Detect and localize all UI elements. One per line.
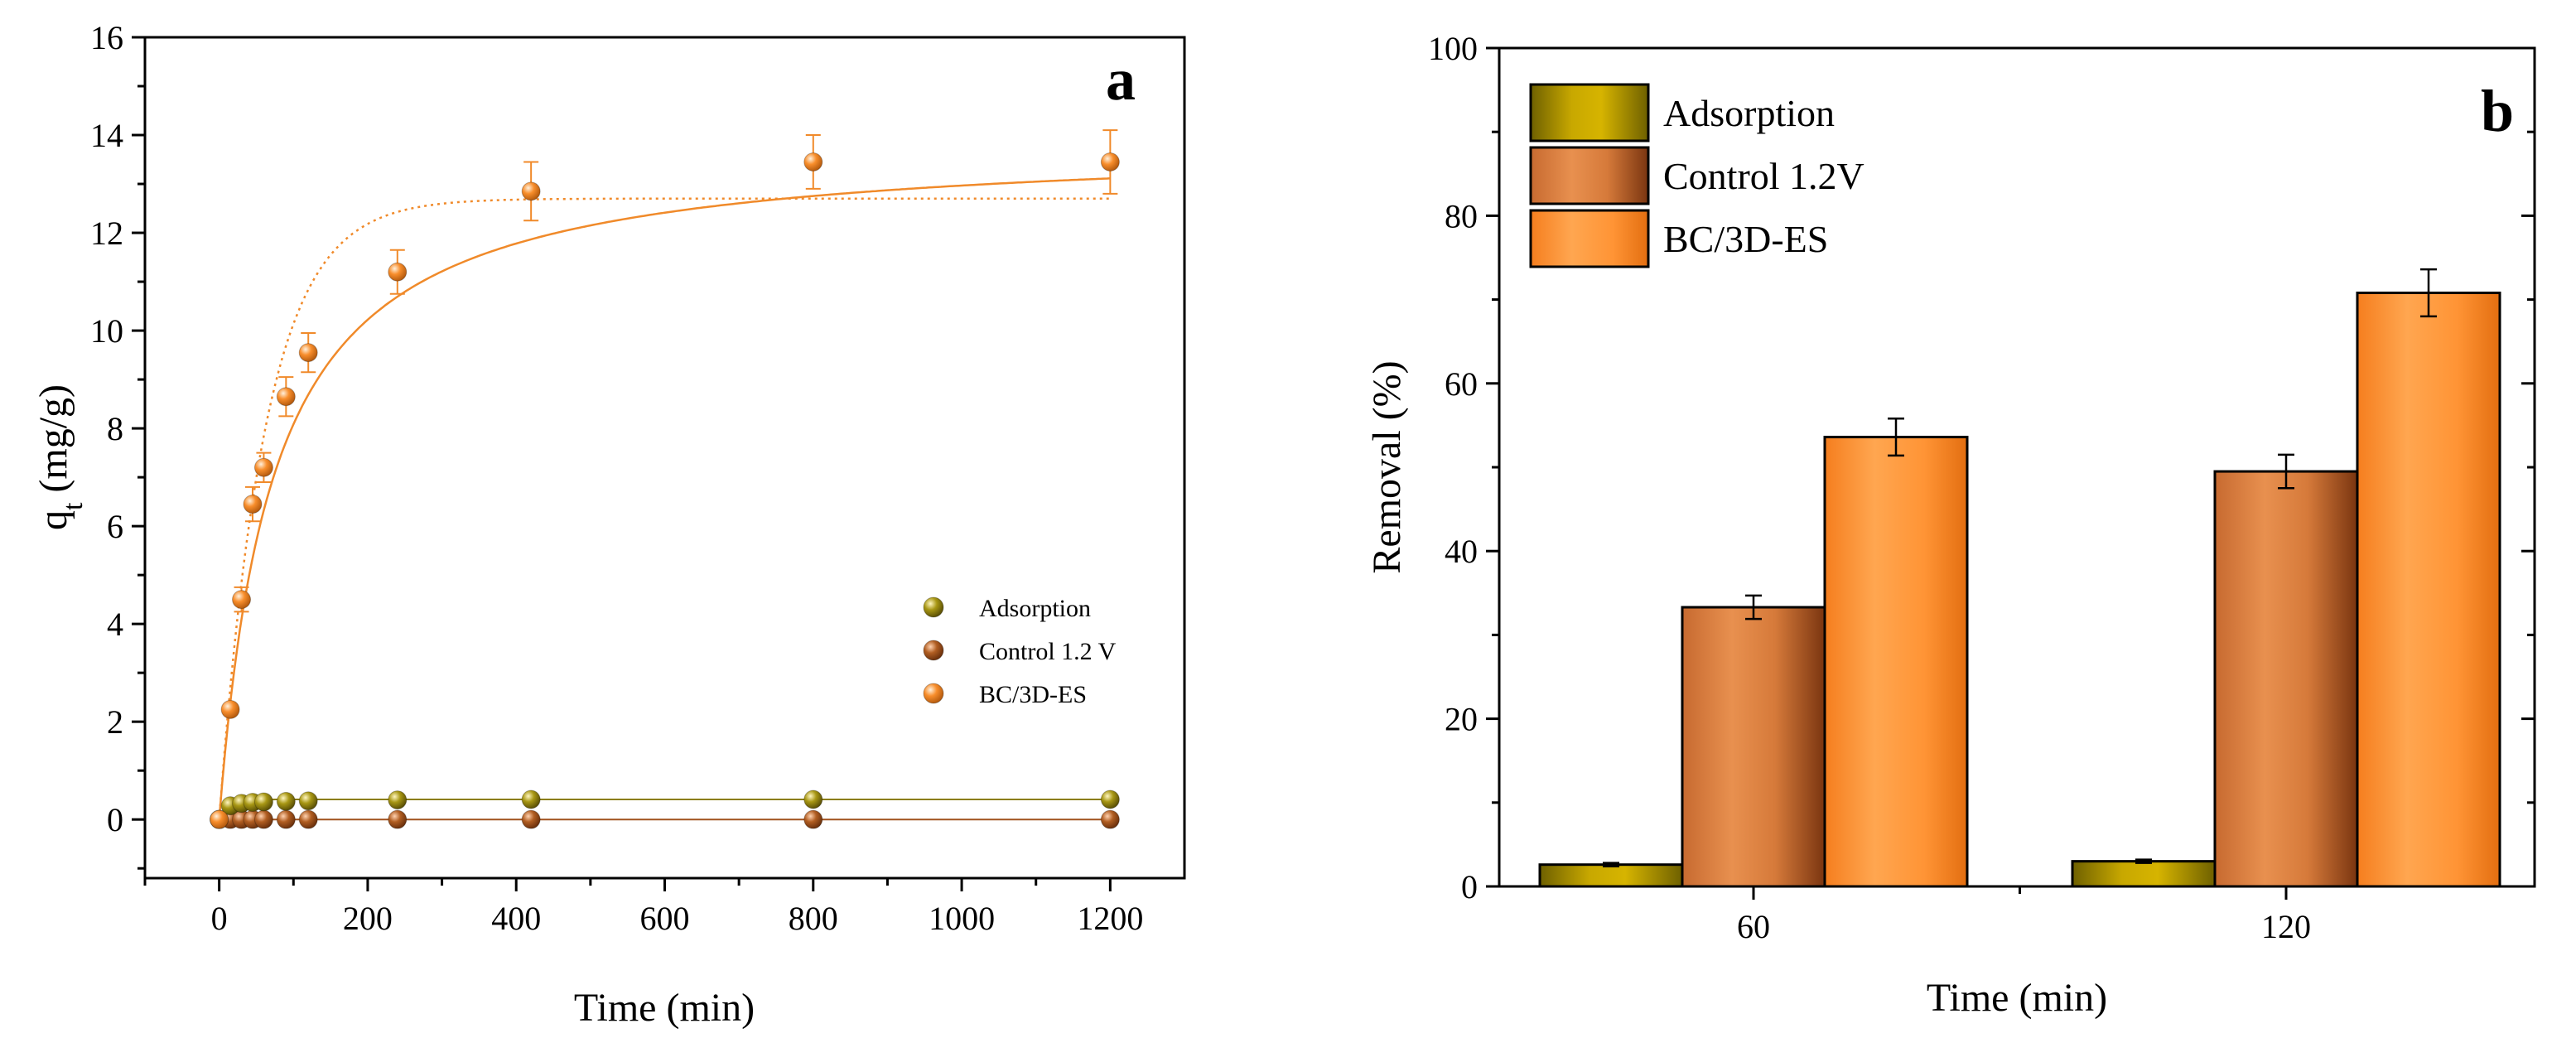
panel-a-point-bc3des — [803, 152, 823, 171]
panel-b-x-axis-title: Time (min) — [1927, 976, 2107, 1020]
panel-a-point-control — [521, 809, 541, 829]
panel-a-point-bc3des — [521, 181, 541, 201]
panel-a-bc3des-fit-dotted — [218, 197, 1111, 820]
panel-b-x-tick-label: 120 — [2261, 908, 2311, 945]
panel-b-bar-bc3des — [2356, 292, 2501, 888]
panel-a-point-bc3des — [243, 495, 263, 514]
panel-a-x-tick-label: 1000 — [929, 900, 995, 937]
panel-a-point-control — [276, 809, 296, 829]
panel-b-bar-bc3des — [1823, 436, 1969, 888]
panel-a-y-axis-title: qt (mg/g) — [31, 384, 89, 530]
panel-a-point-control — [1100, 809, 1120, 829]
panel-a-adsorption-fit — [218, 799, 1111, 820]
panel-a: 0 200 400 600 800 1000 1200 0 2 4 6 8 10 12 14 16 Adso… — [31, 19, 1186, 1030]
panel-b-legend-swatch-control — [1529, 146, 1650, 205]
panel-a-points — [210, 152, 1120, 829]
panel-a-point-adsorption — [521, 789, 541, 809]
panel-a-letter: a — [1106, 46, 1136, 113]
panel-a-point-bc3des — [276, 387, 296, 407]
panel-b-y-tick-label: 0 — [1461, 868, 1478, 905]
panel-b-legend-label-control: Control 1.2V — [1663, 155, 1864, 197]
panel-a-x-axis-title: Time (min) — [574, 986, 755, 1030]
panel-a-bc3des-fit-solid — [218, 177, 1111, 820]
panel-b-legend-swatch-adsorption — [1529, 83, 1650, 142]
panel-a-point-adsorption — [1100, 789, 1120, 809]
panel-b-bar-control — [2213, 470, 2359, 888]
panel-a-point-adsorption — [803, 789, 823, 809]
panel-b-y-tick-label: 60 — [1445, 365, 1478, 403]
panel-b-legend: Adsorption Control 1.2V BC/3D-ES — [1529, 83, 1864, 268]
panel-a-y-tick-label: 0 — [107, 801, 123, 838]
panel-a-x-tick-label: 800 — [789, 900, 838, 937]
panel-a-x-tick-label: 600 — [640, 900, 690, 937]
panel-a-point-control — [253, 809, 273, 829]
panel-a-point-bc3des — [298, 343, 318, 363]
panel-a-point-control — [298, 809, 318, 829]
panel-a-y-ticks: 0 2 4 6 8 10 12 14 16 — [90, 19, 145, 870]
panel-a-x-tick-label: 0 — [211, 900, 228, 937]
panel-a-y-tick-label: 4 — [107, 606, 123, 643]
panel-a-point-bc3des — [253, 457, 273, 477]
panel-a-y-tick-label: 10 — [90, 312, 123, 350]
panel-a-x-tick-label: 1200 — [1077, 900, 1143, 937]
panel-b: 0 20 40 60 80 100 60 120 Adsorption Control 1.2V… — [1365, 30, 2536, 1020]
panel-b-y-axis-title: Removal (%) — [1365, 360, 1409, 573]
panel-a-legend-marker-control — [923, 640, 944, 661]
panel-a-legend: Adsorption Control 1.2 V BC/3D-ES — [923, 595, 1117, 708]
panel-a-legend-marker-bc3des — [923, 683, 944, 704]
panel-a-y-tick-label: 6 — [107, 508, 123, 545]
panel-a-legend-marker-adsorption — [923, 596, 944, 618]
panel-b-bar-adsorption — [2071, 860, 2217, 888]
panel-a-error-bars — [223, 129, 1118, 716]
panel-b-y-tick-label: 80 — [1445, 197, 1478, 234]
panel-a-point-bc3des — [1100, 152, 1120, 171]
panel-b-letter: b — [2481, 78, 2514, 144]
panel-a-point-bc3des — [232, 590, 252, 610]
panel-b-bars — [1538, 292, 2501, 888]
panel-a-legend-label-adsorption: Adsorption — [979, 595, 1091, 622]
panel-b-error-bars — [1603, 268, 2437, 867]
panel-a-y-tick-label: 2 — [107, 703, 123, 741]
panel-a-y-tick-label: 8 — [107, 410, 123, 447]
panel-a-point-bc3des — [210, 809, 229, 829]
panel-b-y-tick-label: 100 — [1428, 30, 1478, 67]
panel-a-point-bc3des — [388, 262, 408, 282]
panel-a-point-control — [388, 809, 408, 829]
panel-b-legend-label-bc3des: BC/3D-ES — [1663, 218, 1828, 260]
panel-b-ticks: 0 20 40 60 80 100 60 120 — [1428, 30, 2535, 945]
panel-b-x-tick-label: 60 — [1737, 908, 1770, 945]
panel-b-y-tick-label: 40 — [1445, 533, 1478, 570]
panel-a-legend-label-bc3des: BC/3D-ES — [979, 681, 1087, 708]
panel-a-point-adsorption — [253, 792, 273, 812]
panel-b-bar-adsorption — [1538, 863, 1684, 888]
panel-a-x-tick-label: 200 — [343, 900, 393, 937]
panel-b-bar-control — [1681, 606, 1826, 888]
panel-a-point-adsorption — [298, 791, 318, 811]
panel-a-y-tick-label: 16 — [90, 19, 123, 56]
panel-b-y-tick-label: 20 — [1445, 701, 1478, 738]
panel-a-legend-label-control: Control 1.2 V — [979, 638, 1117, 665]
panel-a-x-tick-label: 400 — [491, 900, 541, 937]
panel-a-x-ticks: 0 200 400 600 800 1000 1200 — [143, 878, 1143, 937]
panel-a-point-bc3des — [220, 699, 240, 719]
panel-a-frame — [143, 36, 1186, 880]
panel-b-legend-swatch-bc3des — [1529, 209, 1650, 268]
panel-a-fit-curves — [218, 177, 1111, 821]
panel-a-point-adsorption — [276, 791, 296, 811]
panel-a-point-control — [803, 809, 823, 829]
panel-a-y-tick-label: 14 — [90, 117, 123, 154]
panel-a-y-tick-label: 12 — [90, 215, 123, 252]
panel-a-point-adsorption — [388, 790, 408, 810]
panel-b-legend-label-adsorption: Adsorption — [1663, 92, 1835, 134]
